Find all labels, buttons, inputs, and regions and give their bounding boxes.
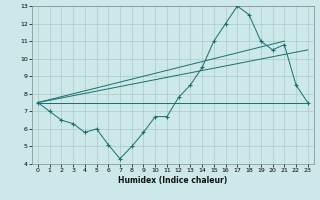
X-axis label: Humidex (Indice chaleur): Humidex (Indice chaleur)	[118, 176, 228, 185]
